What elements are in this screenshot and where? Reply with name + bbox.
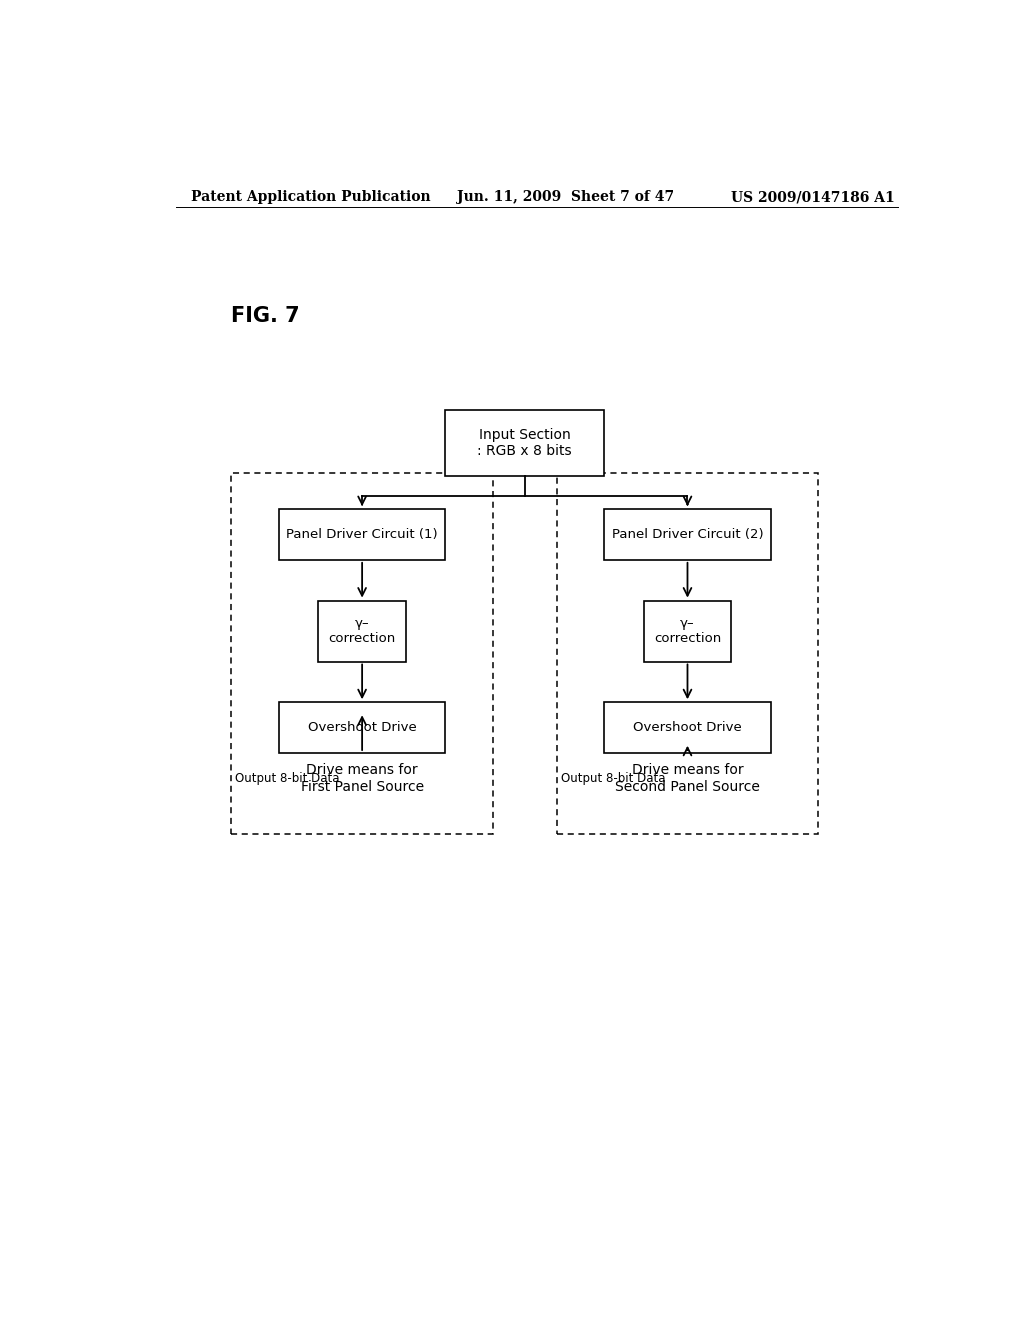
- Bar: [445, 411, 604, 477]
- Bar: [557, 474, 818, 834]
- Text: Panel Driver Circuit (2): Panel Driver Circuit (2): [611, 528, 763, 541]
- Text: Overshoot Drive: Overshoot Drive: [308, 721, 417, 734]
- Text: Drive means for
Second Panel Source: Drive means for Second Panel Source: [615, 763, 760, 793]
- Text: γ–
correction: γ– correction: [329, 616, 395, 645]
- Bar: [231, 474, 494, 834]
- Text: Output 8-bit Data: Output 8-bit Data: [236, 772, 340, 785]
- Text: Patent Application Publication: Patent Application Publication: [191, 190, 431, 205]
- Text: γ–
correction: γ– correction: [654, 616, 721, 645]
- Text: Overshoot Drive: Overshoot Drive: [633, 721, 741, 734]
- Text: Output 8-bit Data: Output 8-bit Data: [560, 772, 665, 785]
- Bar: [318, 601, 406, 661]
- Text: Input Section
: RGB x 8 bits: Input Section : RGB x 8 bits: [477, 428, 572, 458]
- Text: Jun. 11, 2009  Sheet 7 of 47: Jun. 11, 2009 Sheet 7 of 47: [458, 190, 675, 205]
- Bar: [279, 510, 445, 560]
- Text: Panel Driver Circuit (1): Panel Driver Circuit (1): [287, 528, 438, 541]
- Text: US 2009/0147186 A1: US 2009/0147186 A1: [731, 190, 895, 205]
- Bar: [279, 702, 445, 752]
- Text: FIG. 7: FIG. 7: [231, 306, 300, 326]
- Text: Drive means for
First Panel Source: Drive means for First Panel Source: [301, 763, 424, 793]
- Bar: [604, 510, 771, 560]
- Bar: [644, 601, 731, 661]
- Bar: [604, 702, 771, 752]
